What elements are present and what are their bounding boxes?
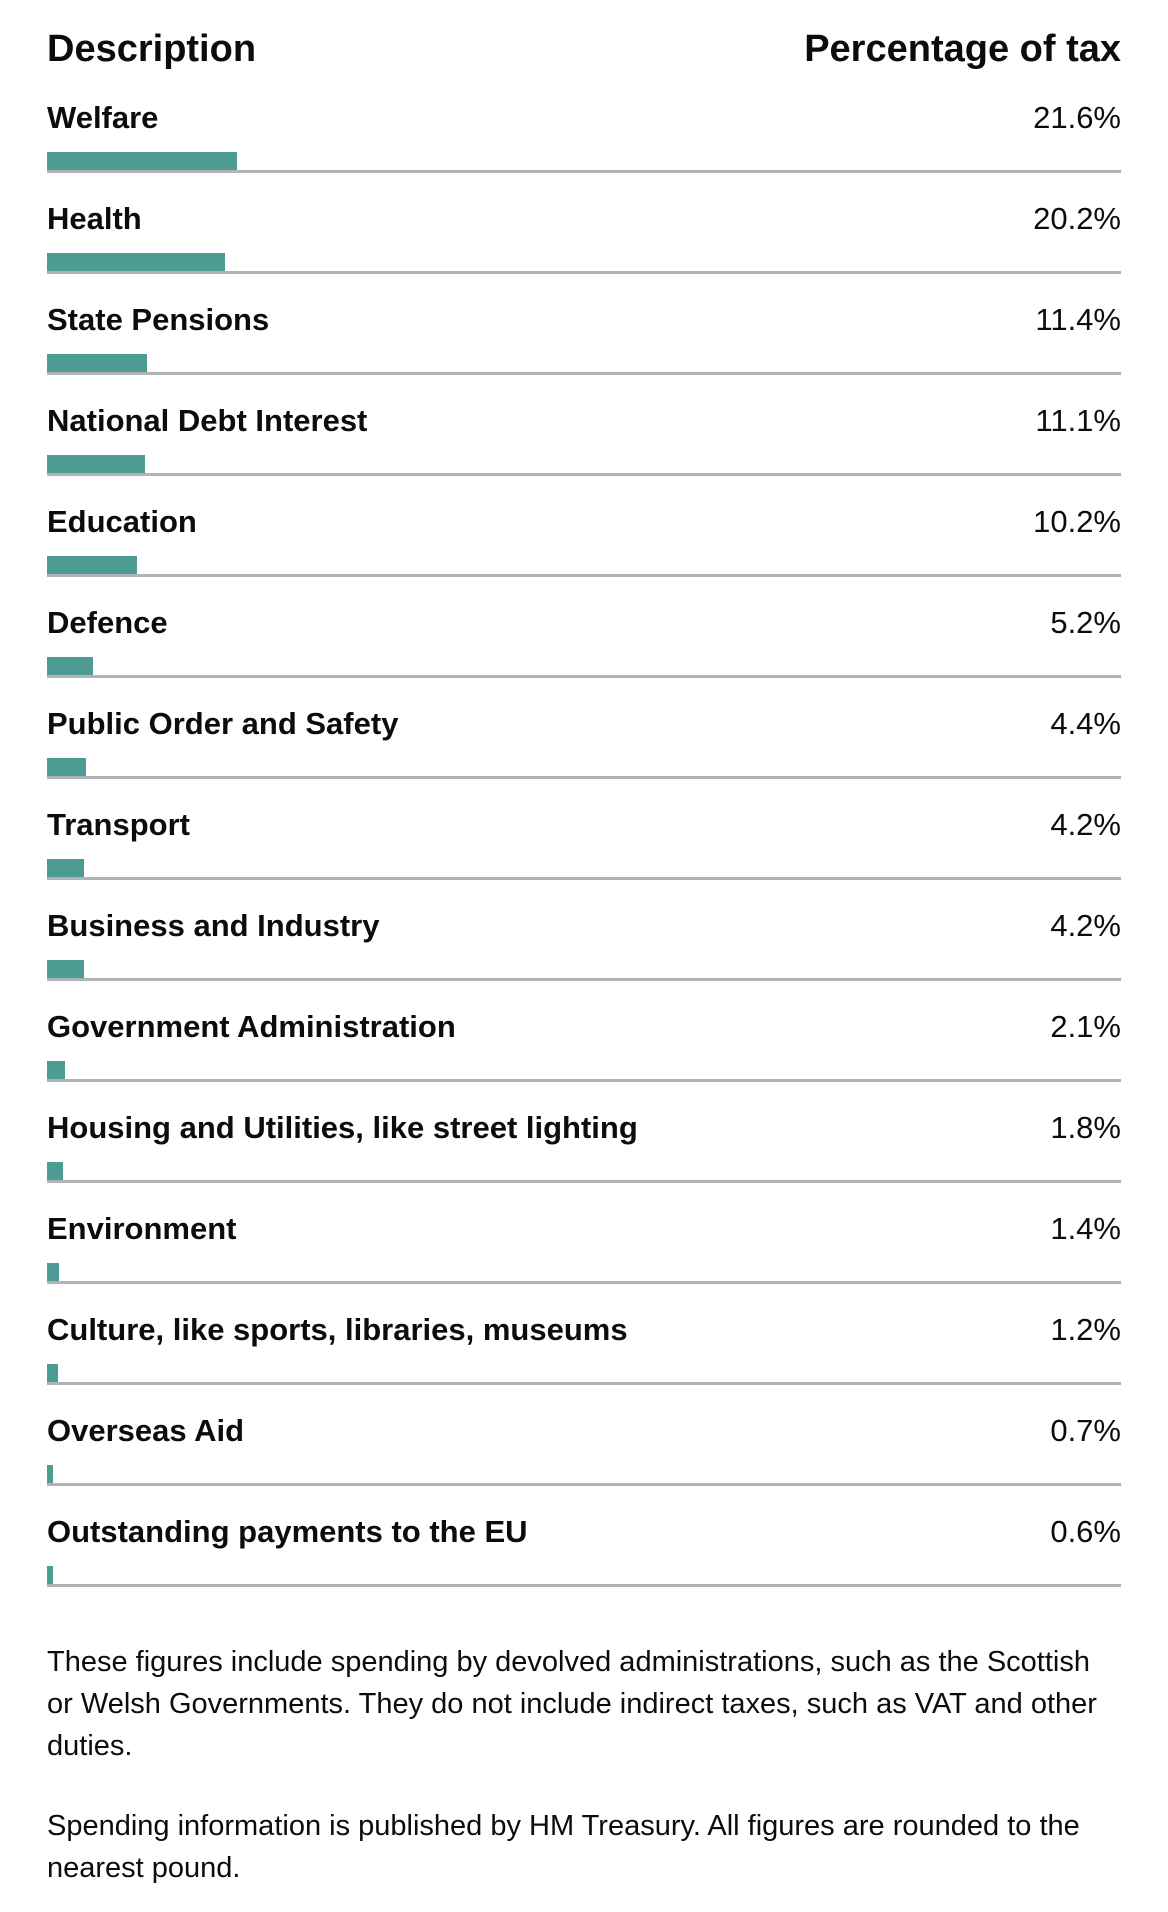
table-row: Culture, like sports, libraries, museums… — [47, 1284, 1121, 1385]
percentage-bar — [47, 1162, 63, 1180]
table-row: Education 10.2% — [47, 476, 1121, 577]
description-column-header: Description — [47, 28, 257, 70]
table-row: Government Administration 2.1% — [47, 981, 1121, 1082]
row-description: Public Order and Safety — [47, 706, 399, 741]
percentage-bar — [47, 455, 145, 473]
row-content: Government Administration 2.1% — [47, 981, 1121, 1042]
row-percentage: 5.2% — [1050, 605, 1121, 640]
row-content: Culture, like sports, libraries, museums… — [47, 1284, 1121, 1345]
row-description: State Pensions — [47, 302, 270, 337]
row-description: Government Administration — [47, 1009, 456, 1044]
percentage-bar — [47, 859, 84, 877]
percentage-bar — [47, 657, 93, 675]
table-row: Environment 1.4% — [47, 1183, 1121, 1284]
row-content: Housing and Utilities, like street light… — [47, 1082, 1121, 1143]
percentage-bar — [47, 253, 225, 271]
table-row: Transport 4.2% — [47, 779, 1121, 880]
row-description: Welfare — [47, 100, 159, 135]
row-content: Overseas Aid 0.7% — [47, 1385, 1121, 1446]
row-description: Outstanding payments to the EU — [47, 1514, 528, 1549]
row-content: Outstanding payments to the EU 0.6% — [47, 1486, 1121, 1547]
row-content: State Pensions 11.4% — [47, 274, 1121, 335]
row-description: Education — [47, 504, 197, 539]
row-percentage: 21.6% — [1033, 100, 1121, 135]
row-description: Culture, like sports, libraries, museums — [47, 1312, 628, 1347]
row-percentage: 1.4% — [1050, 1211, 1121, 1246]
row-content: National Debt Interest 11.1% — [47, 375, 1121, 436]
row-content: Welfare 21.6% — [47, 72, 1121, 133]
table-row: Housing and Utilities, like street light… — [47, 1082, 1121, 1183]
table-row: Business and Industry 4.2% — [47, 880, 1121, 981]
row-percentage: 0.6% — [1050, 1514, 1121, 1549]
row-description: National Debt Interest — [47, 403, 368, 438]
percentage-bar — [47, 758, 86, 776]
row-description: Transport — [47, 807, 190, 842]
row-description: Environment — [47, 1211, 237, 1246]
row-percentage: 4.4% — [1050, 706, 1121, 741]
table-row: Health 20.2% — [47, 173, 1121, 274]
row-description: Business and Industry — [47, 908, 380, 943]
row-percentage: 20.2% — [1033, 201, 1121, 236]
table-row: National Debt Interest 11.1% — [47, 375, 1121, 476]
row-percentage: 4.2% — [1050, 807, 1121, 842]
percentage-bar — [47, 152, 237, 170]
row-percentage: 2.1% — [1050, 1009, 1121, 1044]
row-percentage: 11.4% — [1035, 302, 1121, 337]
percentage-bar — [47, 1061, 65, 1079]
row-content: Health 20.2% — [47, 173, 1121, 234]
row-description: Overseas Aid — [47, 1413, 245, 1448]
row-content: Business and Industry 4.2% — [47, 880, 1121, 941]
row-description: Housing and Utilities, like street light… — [47, 1110, 638, 1145]
row-description: Defence — [47, 605, 168, 640]
devolved-note: These figures include spending by devolv… — [47, 1646, 1097, 1762]
percentage-column-header: Percentage of tax — [804, 28, 1121, 70]
row-percentage: 1.8% — [1050, 1110, 1121, 1145]
row-content: Environment 1.4% — [47, 1183, 1121, 1244]
treasury-note: Spending information is published by HM … — [47, 1810, 1080, 1884]
percentage-bar — [47, 960, 84, 978]
row-content: Education 10.2% — [47, 476, 1121, 537]
row-percentage: 1.2% — [1050, 1312, 1121, 1347]
table-row: Overseas Aid 0.7% — [47, 1385, 1121, 1486]
percentage-bar — [47, 1364, 58, 1382]
percentage-bar — [47, 1566, 53, 1584]
table-row: Welfare 21.6% — [47, 72, 1121, 173]
table-row: State Pensions 11.4% — [47, 274, 1121, 375]
row-content: Transport 4.2% — [47, 779, 1121, 840]
table-row: Defence 5.2% — [47, 577, 1121, 678]
row-description: Health — [47, 201, 142, 236]
spending-table-body: Welfare 21.6% Health 20.2% State Pensions 11.… — [47, 72, 1121, 1587]
percentage-bar — [47, 556, 137, 574]
percentage-bar — [47, 1465, 53, 1483]
row-percentage: 0.7% — [1050, 1413, 1121, 1448]
notes-section: These figures include spending by devolv… — [47, 1641, 1121, 1889]
row-percentage: 10.2% — [1033, 504, 1121, 539]
row-content: Public Order and Safety 4.4% — [47, 678, 1121, 739]
percentage-bar — [47, 1263, 59, 1281]
table-row: Outstanding payments to the EU 0.6% — [47, 1486, 1121, 1587]
percentage-bar — [47, 354, 147, 372]
row-content: Defence 5.2% — [47, 577, 1121, 638]
row-percentage: 11.1% — [1035, 403, 1121, 438]
table-row: Public Order and Safety 4.4% — [47, 678, 1121, 779]
row-percentage: 4.2% — [1050, 908, 1121, 943]
table-header: Description Percentage of tax — [47, 0, 1121, 72]
